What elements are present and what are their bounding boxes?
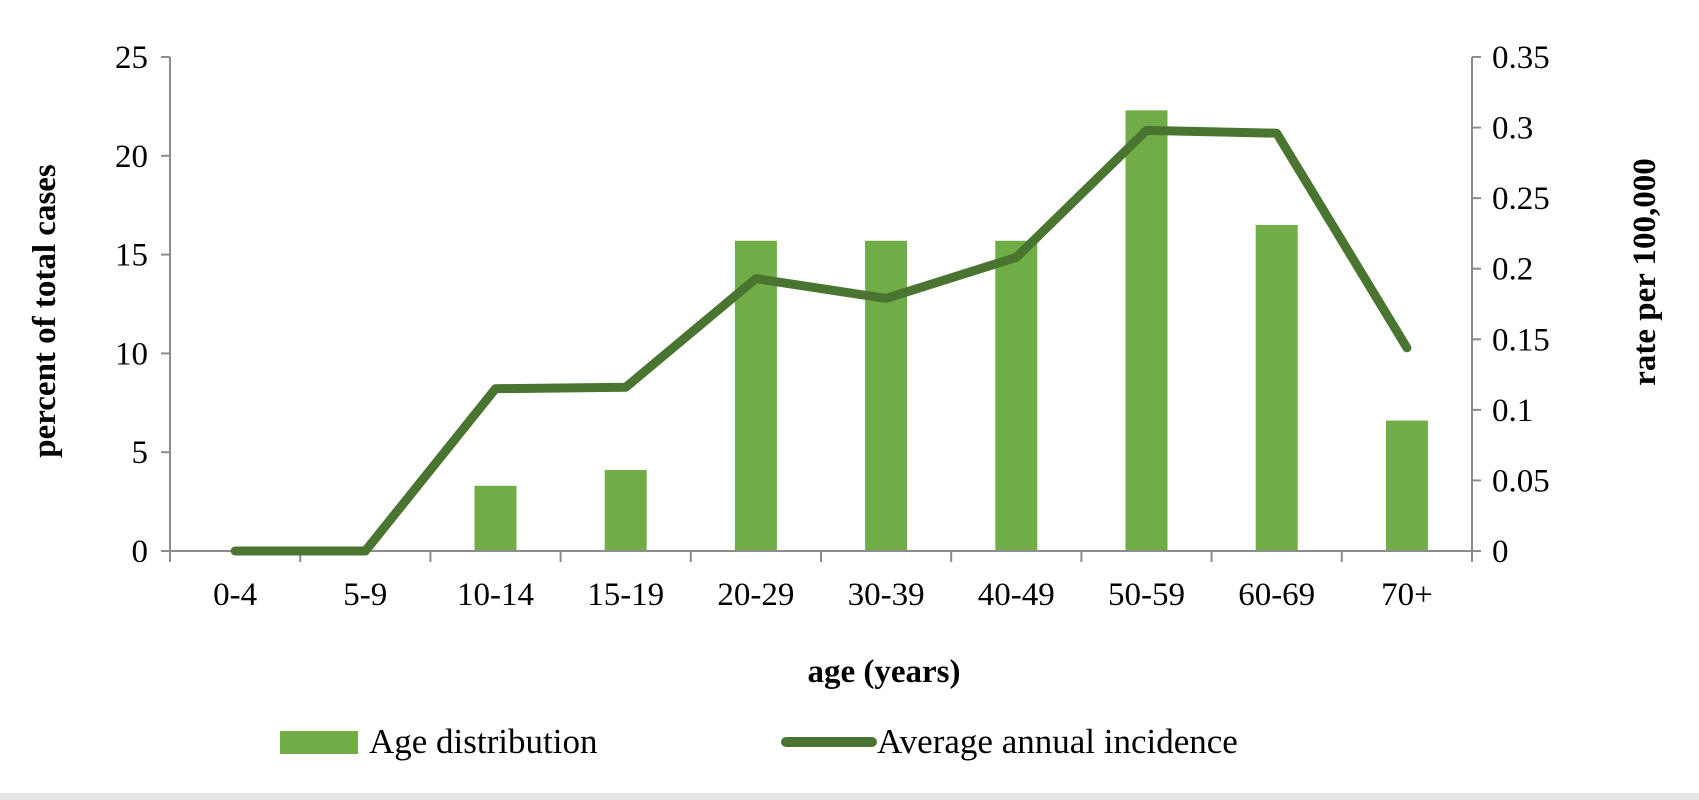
incidence-point-70+ bbox=[1405, 346, 1408, 349]
incidence-point-40-49 bbox=[1015, 256, 1018, 259]
incidence-point-0-4 bbox=[234, 550, 237, 552]
x-tick-label: 5-9 bbox=[343, 577, 387, 613]
x-tick-label: 60-69 bbox=[1238, 577, 1315, 613]
x-tick-label: 40-49 bbox=[978, 577, 1055, 613]
bar-10-14 bbox=[474, 485, 517, 551]
bar-60-69 bbox=[1255, 224, 1298, 551]
legend-label-average-annual-incidence: Average annual incidence bbox=[877, 722, 1238, 761]
incidence-point-50-59 bbox=[1145, 129, 1148, 132]
bar-15-19 bbox=[604, 469, 647, 551]
y-tick-label: 10 bbox=[115, 336, 148, 372]
x-tick-label: 10-14 bbox=[457, 577, 534, 613]
y2-tick-label: 0.35 bbox=[1492, 40, 1550, 76]
y2-tick-label: 0.3 bbox=[1492, 111, 1533, 147]
y2-axis-title: rate per 100,000 bbox=[1627, 158, 1663, 386]
line-series-average-annual-incidence bbox=[230, 125, 1412, 556]
bar-50-59 bbox=[1125, 110, 1168, 552]
bar-30-39 bbox=[865, 240, 908, 551]
y2-tick-label: 0.15 bbox=[1492, 322, 1550, 358]
y-tick-label: 15 bbox=[115, 238, 148, 274]
y2-tick-label: 0.2 bbox=[1492, 252, 1533, 288]
bottom-strip bbox=[0, 793, 1699, 800]
incidence-point-5-9 bbox=[364, 550, 367, 552]
x-tick-label: 50-59 bbox=[1108, 577, 1185, 613]
bar-40-49 bbox=[995, 240, 1038, 551]
x-tick-label: 30-39 bbox=[848, 577, 925, 613]
incidence-point-10-14 bbox=[494, 387, 497, 390]
y-tick-label: 0 bbox=[132, 534, 149, 570]
y2-tick-label: 0 bbox=[1492, 534, 1509, 570]
bar-series-age-distribution bbox=[474, 110, 1428, 552]
y2-tick-label: 0.05 bbox=[1492, 463, 1550, 499]
incidence-point-60-69 bbox=[1275, 132, 1278, 135]
incidence-point-15-19 bbox=[624, 386, 627, 389]
x-tick-label: 0-4 bbox=[213, 577, 257, 613]
incidence-point-30-39 bbox=[885, 297, 888, 300]
y2-tick-label: 0.1 bbox=[1492, 393, 1533, 429]
y-tick-label: 20 bbox=[115, 139, 148, 175]
bar-70+ bbox=[1385, 420, 1428, 551]
axes bbox=[161, 56, 1481, 562]
legend-label-age-distribution: Age distribution bbox=[369, 722, 597, 761]
y-tick-label: 5 bbox=[132, 435, 149, 471]
x-tick-label: 20-29 bbox=[717, 577, 794, 613]
incidence-point-20-29 bbox=[754, 277, 757, 280]
legend: Age distribution Average annual incidenc… bbox=[280, 722, 1238, 761]
incidence-line bbox=[230, 125, 1412, 556]
x-axis-title: age (years) bbox=[807, 654, 960, 690]
x-tick-label: 70+ bbox=[1381, 577, 1433, 613]
legend-swatch-age-distribution bbox=[280, 731, 358, 754]
y-tick-label: 25 bbox=[115, 40, 148, 76]
tick-labels: 0 5 10 15 20 25 0 0.05 0.1 0.15 0.2 0.25 0.3 0.35 0-4 5… bbox=[115, 40, 1550, 613]
y-axis-title: percent of total cases bbox=[27, 164, 63, 458]
x-tick-label: 15-19 bbox=[587, 577, 664, 613]
y2-tick-label: 0.25 bbox=[1492, 181, 1550, 217]
